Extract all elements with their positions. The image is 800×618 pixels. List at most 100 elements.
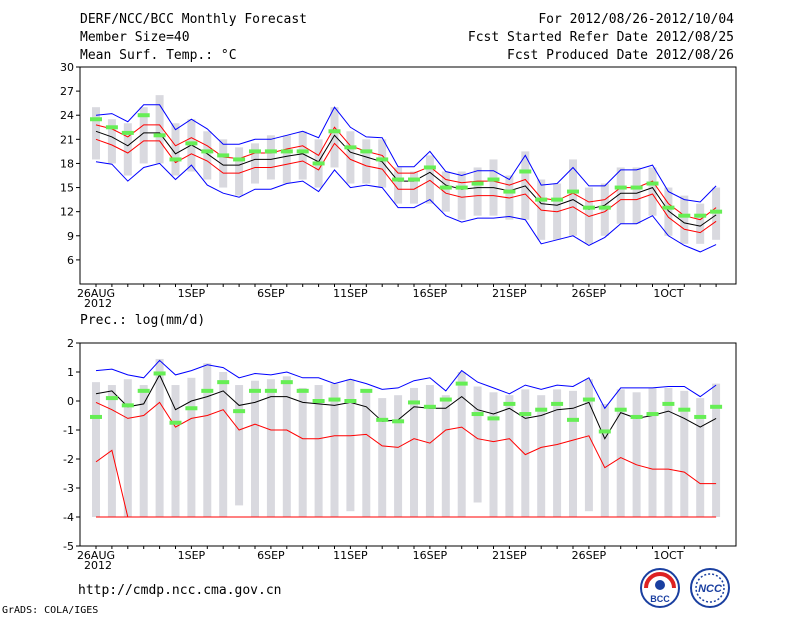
variable-label: Mean Surf. Temp.: °C [80,48,237,63]
median-mark [264,149,277,154]
y-tick-label: -5 [63,540,74,553]
median-mark [392,177,405,182]
range-bar [648,167,657,216]
median-mark [201,388,214,393]
range-bar [632,167,641,224]
median-mark [360,149,373,154]
median-mark [360,388,373,393]
range-bar [648,387,657,517]
series-p_upper [95,124,717,221]
chart-title: DERF/NCC/BCC Monthly Forecast [80,12,307,27]
median-mark [217,380,230,385]
range-bar [107,119,116,164]
range-bar [394,167,403,204]
median-mark [630,414,643,419]
range-bar [219,139,228,188]
y-tick-label: -3 [63,482,74,495]
range-bar [394,395,403,517]
median-mark [423,165,436,170]
range-bar [251,143,259,184]
range-bar [123,379,132,517]
x-year-label: 2012 [84,297,112,310]
median-mark [312,161,325,166]
range-bar [712,187,721,240]
range-bar [616,389,625,517]
median-mark [519,169,532,174]
range-bar [664,187,673,236]
median-mark [614,185,627,190]
x-tick-label: 21SEP [492,549,527,562]
median-mark [105,396,118,401]
median-mark [694,414,707,419]
range-bar [505,395,514,517]
y-tick-label: 6 [67,254,74,267]
y-tick-label: 21 [60,133,74,146]
series-p_lower [95,449,129,518]
median-mark [296,388,309,393]
range-bar [616,167,625,224]
footer-url: http://cmdp.ncc.cma.gov.cn [78,583,282,598]
range-bar [410,387,418,517]
median-mark [312,399,325,403]
plot-frame [79,66,737,285]
range-bar [584,379,593,512]
range-bar [282,135,291,184]
range-bar [155,95,164,164]
range-bar [696,398,705,517]
series-p_lower [95,138,717,234]
range-bar [171,123,180,176]
median-mark [249,388,261,393]
x-tick-label: 26SEP [572,549,607,562]
range-bar [266,135,275,180]
range-bar [425,155,434,204]
y-tick-label: 18 [60,157,74,170]
grads-credit: GrADS: COLA/IGES [2,605,99,616]
range-bar [425,385,434,517]
y-tick-label: 24 [60,109,74,122]
median-mark [567,189,579,194]
range-bar [457,372,466,517]
range-bar [680,195,689,244]
y-tick-label: 30 [60,61,74,74]
range-bar [187,377,196,517]
range-bar [139,385,148,517]
x-tick-label: 1SEP [178,287,206,300]
bcc-logo: BCC [640,568,680,608]
x-tick-label: 21SEP [492,287,527,300]
range-bar [441,395,450,517]
median-mark [90,117,102,122]
median-mark [630,185,643,190]
range-bar [457,171,466,220]
member-size: Member Size=40 [80,30,190,45]
x-tick-label: 1OCT [653,549,683,562]
range-bar [203,131,212,180]
y-tick-label: 12 [60,206,74,219]
range-bar [569,159,577,236]
median-mark [153,371,166,376]
x-tick-label: 16SEP [413,287,448,300]
median-mark [153,133,166,138]
median-mark [535,197,548,202]
range-bar [155,358,164,517]
range-bar [139,107,148,164]
ncc-logo-text: NCC [698,583,723,595]
y-tick-label: 1 [67,366,74,379]
series-max [95,104,717,203]
range-bar [235,147,244,196]
y-tick-label: -1 [63,424,74,437]
range-bar [346,379,355,512]
x-tick-label: 6SEP [257,549,285,562]
y-tick-label: 0 [67,395,74,408]
median-mark [280,380,293,385]
range-bar [632,392,641,517]
median-mark [249,149,261,154]
median-mark [662,205,675,210]
range-bar [203,363,212,517]
median-mark [503,401,516,406]
median-mark [185,406,198,411]
median-mark [519,412,532,417]
median-mark [169,420,182,425]
median-mark [471,181,484,186]
series-mean [95,130,717,227]
